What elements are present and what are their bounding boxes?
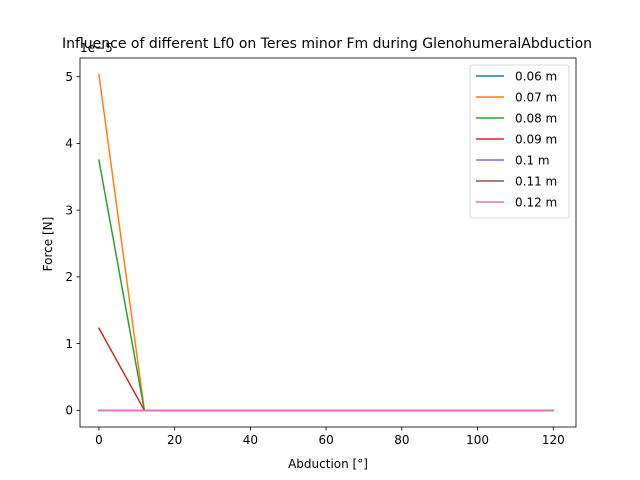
axes-frame <box>79 57 577 428</box>
legend-label-4: 0.1 m <box>515 154 550 168</box>
x-axis-label: Abduction [°] <box>288 457 368 471</box>
plot-area: 0 20 40 60 80 100 120 0 1 2 3 4 5 <box>65 57 577 447</box>
x-tick-label-0: 0 <box>95 433 103 447</box>
legend: 0.06 m 0.07 m 0.08 m 0.09 m 0.1 m 0.11 m 0.12 … <box>469 64 570 219</box>
legend-label-2: 0.08 m <box>515 112 557 126</box>
x-tick-label-3: 60 <box>318 433 333 447</box>
x-tick-label-5: 100 <box>466 433 489 447</box>
y-tick-label-4: 4 <box>65 137 73 151</box>
y-tick-label-2: 2 <box>65 270 73 284</box>
legend-label-5: 0.11 m <box>515 175 557 189</box>
x-tick-label-1: 20 <box>167 433 182 447</box>
y-tick-label-3: 3 <box>65 203 73 217</box>
y-offset-label: 1e−5 <box>80 41 113 55</box>
y-axis-label: Force [N] <box>41 217 55 272</box>
legend-label-1: 0.07 m <box>515 91 557 105</box>
legend-frame <box>469 64 570 219</box>
y-tick-label-1: 1 <box>65 337 73 351</box>
chart-title: Influence of different Lf0 on Teres mino… <box>62 36 592 52</box>
legend-label-6: 0.12 m <box>515 196 557 210</box>
x-tick-label-2: 40 <box>243 433 258 447</box>
y-tick-label-0: 0 <box>65 404 73 418</box>
y-tick-label-5: 5 <box>65 70 73 84</box>
legend-label-3: 0.09 m <box>515 133 557 147</box>
legend-label-0: 0.06 m <box>515 70 557 84</box>
x-tick-label-4: 80 <box>394 433 409 447</box>
x-tick-label-6: 120 <box>542 433 565 447</box>
